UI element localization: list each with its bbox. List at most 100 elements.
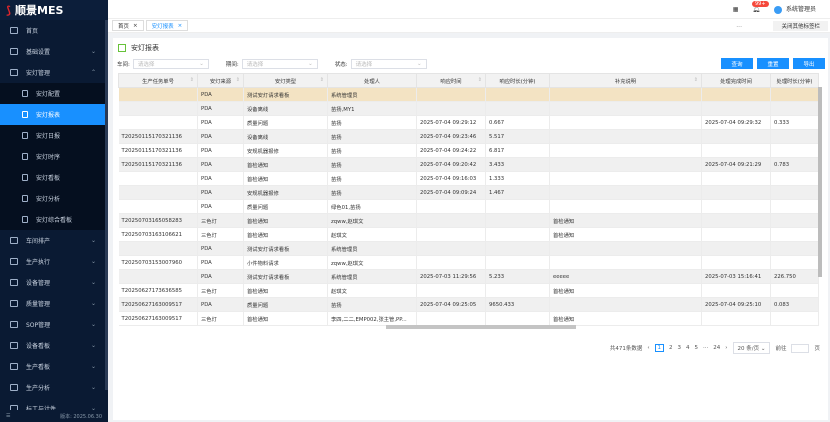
- sidebar-item[interactable]: 安灯时序: [0, 146, 108, 167]
- filter-select[interactable]: 请选择 ⌄: [350, 59, 427, 69]
- table-row[interactable]: PDA 质量问题 苗扬 2025-07-04 09:29:12 0.667 2025-07…: [118, 115, 819, 130]
- tab-home[interactable]: 首页 ×: [112, 20, 144, 31]
- column-header[interactable]: 安灯来源 ⇕: [197, 73, 244, 88]
- more-tabs-button[interactable]: ...: [736, 22, 742, 29]
- main-panel: 安灯报表 车间: 请选择 ⌄ 期间: 请选择 ⌄ 状态: 请选择 ⌄ 查询 重置 导出 生产任务…: [113, 38, 828, 420]
- sort-icon[interactable]: ⇕: [189, 76, 194, 83]
- menu-icon: [10, 300, 18, 307]
- chevron-down-icon: ⌄: [90, 405, 96, 412]
- sidebar-item[interactable]: 首页: [0, 20, 108, 41]
- menu-icon: [10, 342, 18, 349]
- table-cell: 苗扬: [327, 143, 417, 158]
- collapse-icon[interactable]: ☰: [6, 413, 11, 419]
- tab-andon-report[interactable]: 安灯报表 ×: [145, 20, 189, 31]
- goto-page-input[interactable]: [791, 343, 810, 353]
- table-horizontal-scrollbar[interactable]: [386, 325, 576, 329]
- table-row[interactable]: PDA 质量问题 绿色01,苗扬: [118, 199, 819, 214]
- table-row[interactable]: T20250703165058283 三色灯 首检通知 zqww,赵琪文 首检通知: [118, 213, 819, 228]
- table-cell: [770, 87, 819, 102]
- menu-icon: [10, 27, 18, 34]
- sidebar-item[interactable]: 设备管理 ⌄: [0, 272, 108, 293]
- table-row[interactable]: T20250627163009517 PDA 质量问题 苗扬 2025-07-04 09…: [118, 297, 819, 312]
- sort-icon[interactable]: ⇕: [693, 76, 698, 83]
- table-cell: T20250627163009517: [118, 311, 198, 326]
- close-other-tabs-button[interactable]: 关闭其他标签栏: [773, 21, 828, 31]
- table-row[interactable]: PDA 测试安灯请求看板 系统管理员 2025-07-03 11:29:56 5.233…: [118, 269, 819, 284]
- table-row[interactable]: T20250703153007960 PDA 小件物料请求 zqww,赵琪文: [118, 255, 819, 270]
- sidebar-item[interactable]: 安灯日报: [0, 125, 108, 146]
- sidebar-item[interactable]: 安灯管理 ⌃: [0, 62, 108, 83]
- sidebar-item-label: 基础设置: [26, 49, 51, 56]
- column-header[interactable]: 响应时长(分钟): [485, 73, 550, 88]
- page-button[interactable]: 24: [713, 345, 721, 351]
- filter-select[interactable]: 请选择 ⌄: [241, 59, 318, 69]
- next-page-button[interactable]: ›: [725, 345, 728, 351]
- table-row[interactable]: PDA 首检通知 苗扬 2025-07-04 09:16:03 1.333: [118, 171, 819, 186]
- page-size-select[interactable]: 20 条/页 ⌄: [732, 342, 771, 354]
- page-button[interactable]: 3: [677, 345, 682, 351]
- sidebar-item[interactable]: 安灯分析: [0, 188, 108, 209]
- table-row[interactable]: PDA 安规机器报修 苗扬 2025-07-04 09:09:24 1.467: [118, 185, 819, 200]
- sidebar-item[interactable]: 车间排产 ⌄: [0, 230, 108, 251]
- table-cell: [549, 129, 702, 144]
- topbar: ▦ 🔔︎ 系统管理员: [108, 0, 830, 18]
- sort-icon[interactable]: ⇕: [319, 76, 324, 83]
- prev-page-button[interactable]: ‹: [647, 345, 650, 351]
- page-button[interactable]: 4: [686, 345, 690, 351]
- sidebar-item[interactable]: 安灯综合看板: [0, 209, 108, 230]
- close-icon[interactable]: ×: [177, 22, 183, 29]
- table-row[interactable]: T20250115170321136 PDA 首检通知 苗扬 2025-07-04 09…: [118, 157, 819, 172]
- sort-icon[interactable]: ⇕: [235, 76, 240, 83]
- sidebar-item[interactable]: 安灯配置: [0, 83, 108, 104]
- page-button[interactable]: 5: [694, 345, 699, 351]
- table-row[interactable]: T20250115170321136 PDA 设备离线 苗扬 2025-07-04 09…: [118, 129, 819, 144]
- filter-placeholder: 请选择: [355, 62, 373, 68]
- page-button[interactable]: ···: [703, 345, 709, 351]
- column-header[interactable]: 处理时长(分钟): [770, 73, 819, 88]
- table-vertical-scrollbar[interactable]: [818, 87, 822, 277]
- column-header[interactable]: 补充说明 ⇕: [549, 73, 702, 88]
- sidebar-item[interactable]: 安灯看板: [0, 167, 108, 188]
- column-header[interactable]: 响应时间 ⇕: [416, 73, 486, 88]
- close-icon[interactable]: ×: [133, 22, 138, 29]
- user-menu[interactable]: 系统管理员: [773, 4, 816, 14]
- table-row[interactable]: PDA 测试安灯请求看板 系统管理员: [118, 241, 819, 256]
- column-header[interactable]: 安灯类型 ⇕: [243, 73, 328, 88]
- sidebar-item[interactable]: 安灯报表: [0, 104, 108, 125]
- table-cell: 5.517: [485, 129, 550, 144]
- reset-button[interactable]: 重置: [757, 58, 789, 69]
- sidebar-item[interactable]: SOP管理 ⌄: [0, 314, 108, 335]
- table-row[interactable]: T20250115170321136 PDA 安规机器报修 苗扬 2025-07-04 …: [118, 143, 819, 158]
- query-button[interactable]: 查询: [721, 58, 753, 69]
- table-row[interactable]: PDA 测试安灯请求看板 系统管理员: [118, 87, 819, 102]
- sidebar-item[interactable]: 生产执行 ⌄: [0, 251, 108, 272]
- page-button[interactable]: 1: [654, 344, 665, 352]
- table-row[interactable]: T20250627163009517 三色灯 首检通知 李四,二二,EMP002,张主…: [118, 311, 819, 326]
- table-row[interactable]: T20250627173636585 三色灯 首检通知 赵琪文 首检通知: [118, 283, 819, 298]
- filter-select[interactable]: 请选择 ⌄: [132, 59, 209, 69]
- column-header[interactable]: 生产任务单号 ⇕: [118, 73, 198, 88]
- page-button[interactable]: 2: [669, 345, 673, 351]
- filter-label: 车间:: [117, 62, 130, 68]
- bell-icon[interactable]: 🔔︎: [752, 5, 760, 13]
- table-row[interactable]: PDA 设备离线 苗扬,MY1: [118, 101, 819, 116]
- sort-icon[interactable]: ⇕: [477, 76, 482, 83]
- table-row[interactable]: T20250703163106621 三色灯 首检通知 赵琪文 首检通知: [118, 227, 819, 242]
- sidebar-item[interactable]: 质量管理 ⌄: [0, 293, 108, 314]
- column-header-label: 响应时间: [440, 78, 462, 85]
- sidebar-item[interactable]: 生产看板 ⌄: [0, 356, 108, 377]
- page-title: 安灯报表: [118, 43, 159, 53]
- sidebar-item[interactable]: 生产分析 ⌄: [0, 377, 108, 398]
- column-header[interactable]: 处理人: [327, 73, 417, 88]
- sidebar-item[interactable]: 基础设置 ⌄: [0, 41, 108, 62]
- sidebar-scrollbar[interactable]: [105, 20, 108, 390]
- sidebar-footer: ☰ 版本: 2025.06.30: [0, 410, 108, 422]
- sidebar-item-label: 安灯时序: [36, 154, 61, 161]
- column-header[interactable]: 处理完成时间: [701, 73, 771, 88]
- menu-icon: [10, 384, 18, 391]
- table-cell: 5.233: [485, 269, 550, 284]
- export-button[interactable]: 导出: [793, 58, 825, 69]
- table-cell: [770, 143, 819, 158]
- sidebar-item[interactable]: 设备看板 ⌄: [0, 335, 108, 356]
- fullscreen-icon[interactable]: ▦: [732, 5, 739, 13]
